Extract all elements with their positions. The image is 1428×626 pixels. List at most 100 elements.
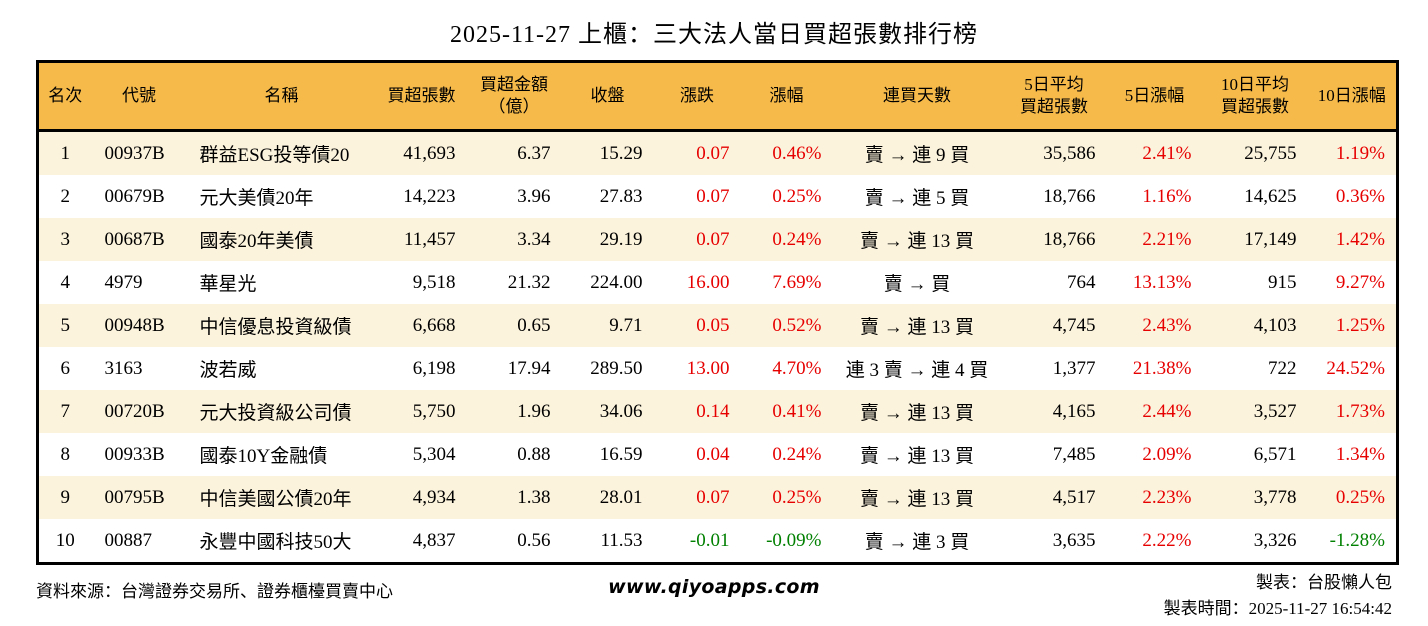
header-row: 名次 代號 名稱 買超張數 買超金額 （億） 收盤 漲跌 漲幅 連買天數 5日平均 買超張數 5日漲…	[37, 61, 1398, 132]
cell-pct10: 1.25%	[1335, 314, 1385, 336]
cell-name: 中信優息投資級債	[199, 317, 352, 338]
table-row: 1 00937B 群益ESG投等債20 41,693 6.37 15.29 0.07 0.46…	[37, 130, 1398, 175]
cell-net-buy: 11,457	[403, 228, 456, 250]
cell-avg5-net-buy: 18,766	[1043, 228, 1096, 250]
cell-name: 元大美債20年	[199, 188, 314, 209]
cell-avg5-net-buy: 3,635	[1052, 529, 1096, 551]
cell-rank: 10	[55, 529, 75, 551]
cell-pct10: 1.42%	[1335, 228, 1385, 250]
cell-pct10: 1.34%	[1335, 443, 1385, 465]
footer-website: www.qiyoapps.com	[608, 576, 820, 598]
cell-close: 9.71	[609, 314, 643, 336]
footer: 資料來源：台灣證券交易所、證券櫃檯買賣中心 www.qiyoapps.com 製…	[36, 570, 1392, 621]
cell-net-buy: 14,223	[403, 185, 456, 207]
cell-change-pct: 0.24%	[772, 228, 822, 250]
cell-close: 34.06	[599, 400, 643, 422]
column-header-streak: 連買天數	[832, 61, 1002, 132]
cell-amount: 21.32	[507, 271, 551, 293]
cell-rank: 1	[60, 142, 71, 164]
cell-name: 群益ESG投等債20	[199, 145, 350, 166]
cell-avg10-net-buy: 722	[1268, 357, 1297, 379]
cell-avg5-net-buy: 18,766	[1043, 185, 1096, 207]
cell-avg10-net-buy: 6,571	[1253, 443, 1297, 465]
cell-streak: 賣 → 連 13 買	[859, 446, 974, 467]
cell-avg5-net-buy: 4,517	[1052, 486, 1096, 508]
cell-name: 波若威	[199, 360, 257, 381]
cell-code: 4979	[104, 271, 143, 293]
cell-pct10: 24.52%	[1326, 357, 1385, 379]
cell-pct5: 2.41%	[1142, 142, 1192, 164]
cell-change: 0.07	[696, 228, 730, 250]
cell-rank: 8	[60, 443, 71, 465]
cell-close: 16.59	[599, 443, 643, 465]
cell-name: 永豐中國科技50大	[199, 532, 352, 553]
cell-pct5: 2.44%	[1142, 400, 1192, 422]
cell-change-pct: -0.09%	[766, 529, 822, 551]
cell-amount: 0.65	[517, 314, 551, 336]
cell-name: 中信美國公債20年	[199, 489, 352, 510]
footer-maker: 製表：台股懶人包	[1256, 573, 1392, 592]
cell-name: 國泰20年美債	[199, 231, 314, 252]
cell-pct5: 2.22%	[1142, 529, 1192, 551]
cell-code: 3163	[104, 357, 143, 379]
cell-rank: 2	[60, 185, 71, 207]
column-header-avg5-net-buy: 5日平均 買超張數	[1001, 61, 1107, 132]
cell-net-buy: 6,198	[412, 357, 456, 379]
cell-amount: 3.34	[517, 228, 551, 250]
cell-close: 27.83	[599, 185, 643, 207]
column-header-net-buy: 買超張數	[376, 61, 467, 132]
cell-avg5-net-buy: 1,377	[1052, 357, 1096, 379]
cell-avg5-net-buy: 4,165	[1052, 400, 1096, 422]
column-header-code: 代號	[91, 61, 187, 132]
cell-streak: 賣 → 連 13 買	[859, 317, 974, 338]
cell-avg10-net-buy: 3,778	[1253, 486, 1297, 508]
table-body: 1 00937B 群益ESG投等債20 41,693 6.37 15.29 0.07 0.46…	[37, 130, 1398, 564]
cell-pct10: 0.36%	[1335, 185, 1385, 207]
cell-change-pct: 0.25%	[772, 185, 822, 207]
cell-avg10-net-buy: 4,103	[1253, 314, 1297, 336]
cell-avg10-net-buy: 14,625	[1244, 185, 1297, 207]
cell-pct5: 13.13%	[1132, 271, 1192, 293]
cell-change: 16.00	[686, 271, 730, 293]
cell-amount: 3.96	[517, 185, 551, 207]
footer-made-at: 製表時間：2025-11-27 16:54:42	[1163, 598, 1392, 618]
cell-net-buy: 9,518	[412, 271, 456, 293]
cell-change: 0.07	[696, 486, 730, 508]
cell-code: 00679B	[104, 185, 165, 207]
ranking-table: 名次 代號 名稱 買超張數 買超金額 （億） 收盤 漲跌 漲幅 連買天數 5日平均 買超張數 5日漲…	[36, 60, 1399, 565]
cell-pct10: 9.27%	[1335, 271, 1385, 293]
page-title: 2025-11-27 上櫃：三大法人當日買超張數排行榜	[449, 22, 979, 48]
cell-streak: 賣 → 連 5 買	[864, 188, 970, 209]
cell-pct5: 1.16%	[1142, 185, 1192, 207]
table-header: 名次 代號 名稱 買超張數 買超金額 （億） 收盤 漲跌 漲幅 連買天數 5日平均 買超張數 5日漲…	[37, 61, 1398, 132]
cell-rank: 4	[60, 271, 71, 293]
table-row: 7 00720B 元大投資級公司債 5,750 1.96 34.06 0.14 0.41% 賣 …	[37, 390, 1398, 433]
column-header-pct5: 5日漲幅	[1106, 61, 1203, 132]
cell-amount: 1.96	[517, 400, 551, 422]
cell-amount: 6.37	[517, 142, 551, 164]
cell-net-buy: 4,837	[412, 529, 456, 551]
cell-close: 15.29	[599, 142, 643, 164]
cell-pct10: 1.19%	[1335, 142, 1385, 164]
cell-avg10-net-buy: 3,326	[1253, 529, 1297, 551]
cell-code: 00948B	[104, 314, 165, 336]
table-row: 8 00933B 國泰10Y金融債 5,304 0.88 16.59 0.04 0.24% 賣 …	[38, 433, 1398, 476]
cell-streak: 賣 → 連 13 買	[859, 231, 974, 252]
cell-close: 289.50	[590, 357, 643, 379]
column-header-name: 名稱	[186, 61, 377, 132]
cell-change-pct: 0.25%	[772, 486, 822, 508]
cell-streak: 連 3 賣 → 連 4 買	[845, 360, 989, 381]
column-header-change-pct: 漲幅	[740, 61, 833, 132]
cell-avg10-net-buy: 25,755	[1244, 142, 1297, 164]
cell-rank: 7	[60, 400, 71, 422]
cell-avg5-net-buy: 764	[1067, 271, 1096, 293]
cell-close: 28.01	[599, 486, 643, 508]
cell-avg10-net-buy: 915	[1268, 271, 1297, 293]
cell-rank: 6	[60, 357, 71, 379]
cell-pct5: 2.23%	[1142, 486, 1192, 508]
cell-net-buy: 4,934	[412, 486, 456, 508]
cell-change: 13.00	[686, 357, 730, 379]
table-row: 9 00795B 中信美國公債20年 4,934 1.38 28.01 0.07 0.25% 賣…	[37, 476, 1398, 519]
cell-streak: 賣 → 連 13 買	[859, 489, 974, 510]
cell-avg10-net-buy: 3,527	[1253, 400, 1297, 422]
